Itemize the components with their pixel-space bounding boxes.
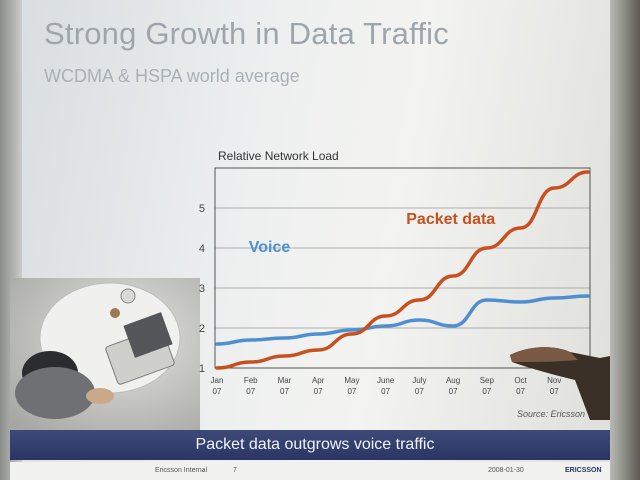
series-label: Packet data [406, 211, 495, 228]
plot-area-border [214, 167, 591, 369]
x-tick-label: Feb 07 [244, 376, 258, 396]
y-tick-label: 2 [199, 323, 205, 335]
x-tick-label: Jan 07 [211, 376, 224, 396]
x-tick-label: Apr 07 [312, 376, 325, 396]
x-tick-label-line: July [412, 376, 426, 385]
x-tick-label-line: 07 [213, 387, 222, 396]
x-tick-label: May 07 [344, 376, 359, 396]
x-tick-label-line: 07 [550, 387, 559, 396]
x-tick-label: Aug 07 [446, 376, 460, 396]
x-tick-label: Sep 07 [480, 376, 495, 396]
chart-grid [215, 207, 590, 329]
x-tick-label-line: Mar [278, 376, 292, 385]
series-line-packet-data [215, 170, 590, 370]
x-tick-label: Mar 07 [278, 376, 292, 396]
footer-label: Ericsson Internal [155, 467, 208, 474]
x-tick-label-line: May [344, 376, 359, 385]
x-tick-label-line: June [377, 376, 395, 385]
x-tick-label: Nov 07 [547, 376, 561, 396]
x-tick-label-line: 07 [516, 387, 525, 396]
y-tick-label: 3 [199, 283, 205, 295]
x-tick-label-line: 07 [314, 387, 323, 396]
series-line-voice [215, 294, 590, 346]
y-tick-label: 1 [199, 363, 205, 375]
x-tick-label-line: 07 [415, 387, 424, 396]
x-tick-label-line: 07 [246, 387, 255, 396]
footer-page-number: 7 [233, 467, 237, 474]
laptop-photo-illustration [10, 278, 200, 430]
x-tick-label: June 07 [377, 376, 395, 396]
x-tick-label-line: Nov [547, 376, 561, 385]
x-tick-label: Oct 07 [514, 376, 527, 396]
x-tick-label-line: Feb [244, 376, 258, 385]
slide-title: Strong Growth in Data Traffic [44, 16, 449, 51]
x-tick-label: July 07 [412, 376, 426, 396]
x-tick-label-line: Jan [211, 376, 224, 385]
x-tick-label-line: 07 [347, 387, 356, 396]
x-tick-label-line: Aug [446, 376, 460, 385]
slide-footer: Ericsson Internal 7 2008-01-30 ERICSSON [10, 462, 622, 480]
chart-series [215, 170, 590, 370]
slide-subtitle: WCDMA & HSPA world average [44, 66, 300, 86]
slide-banner: Packet data outgrows voice traffic [10, 430, 620, 460]
x-tick-label-line: Oct [514, 376, 527, 385]
y-tick-label: 4 [199, 243, 205, 255]
series-labels: Voice Packet data [249, 211, 496, 256]
x-tick-label-line: 07 [381, 387, 390, 396]
footer-date: 2008-01-30 [488, 467, 524, 474]
x-tick-label-line: 07 [482, 387, 491, 396]
y-axis-ticks: 1 2 3 4 5 [199, 203, 205, 375]
chart-title: Relative Network Load [218, 149, 339, 163]
x-tick-label-line: Sep [480, 376, 495, 385]
right-wall-shadow [610, 0, 640, 480]
y-tick-label: 5 [199, 203, 205, 215]
series-label: Voice [249, 239, 291, 256]
x-tick-label-line: Apr [312, 376, 325, 385]
x-tick-label-line: 07 [449, 387, 458, 396]
ericsson-logo: ERICSSON [565, 467, 602, 474]
chart-source: Source: Ericsson [517, 409, 585, 419]
x-tick-label-line: 07 [280, 387, 289, 396]
